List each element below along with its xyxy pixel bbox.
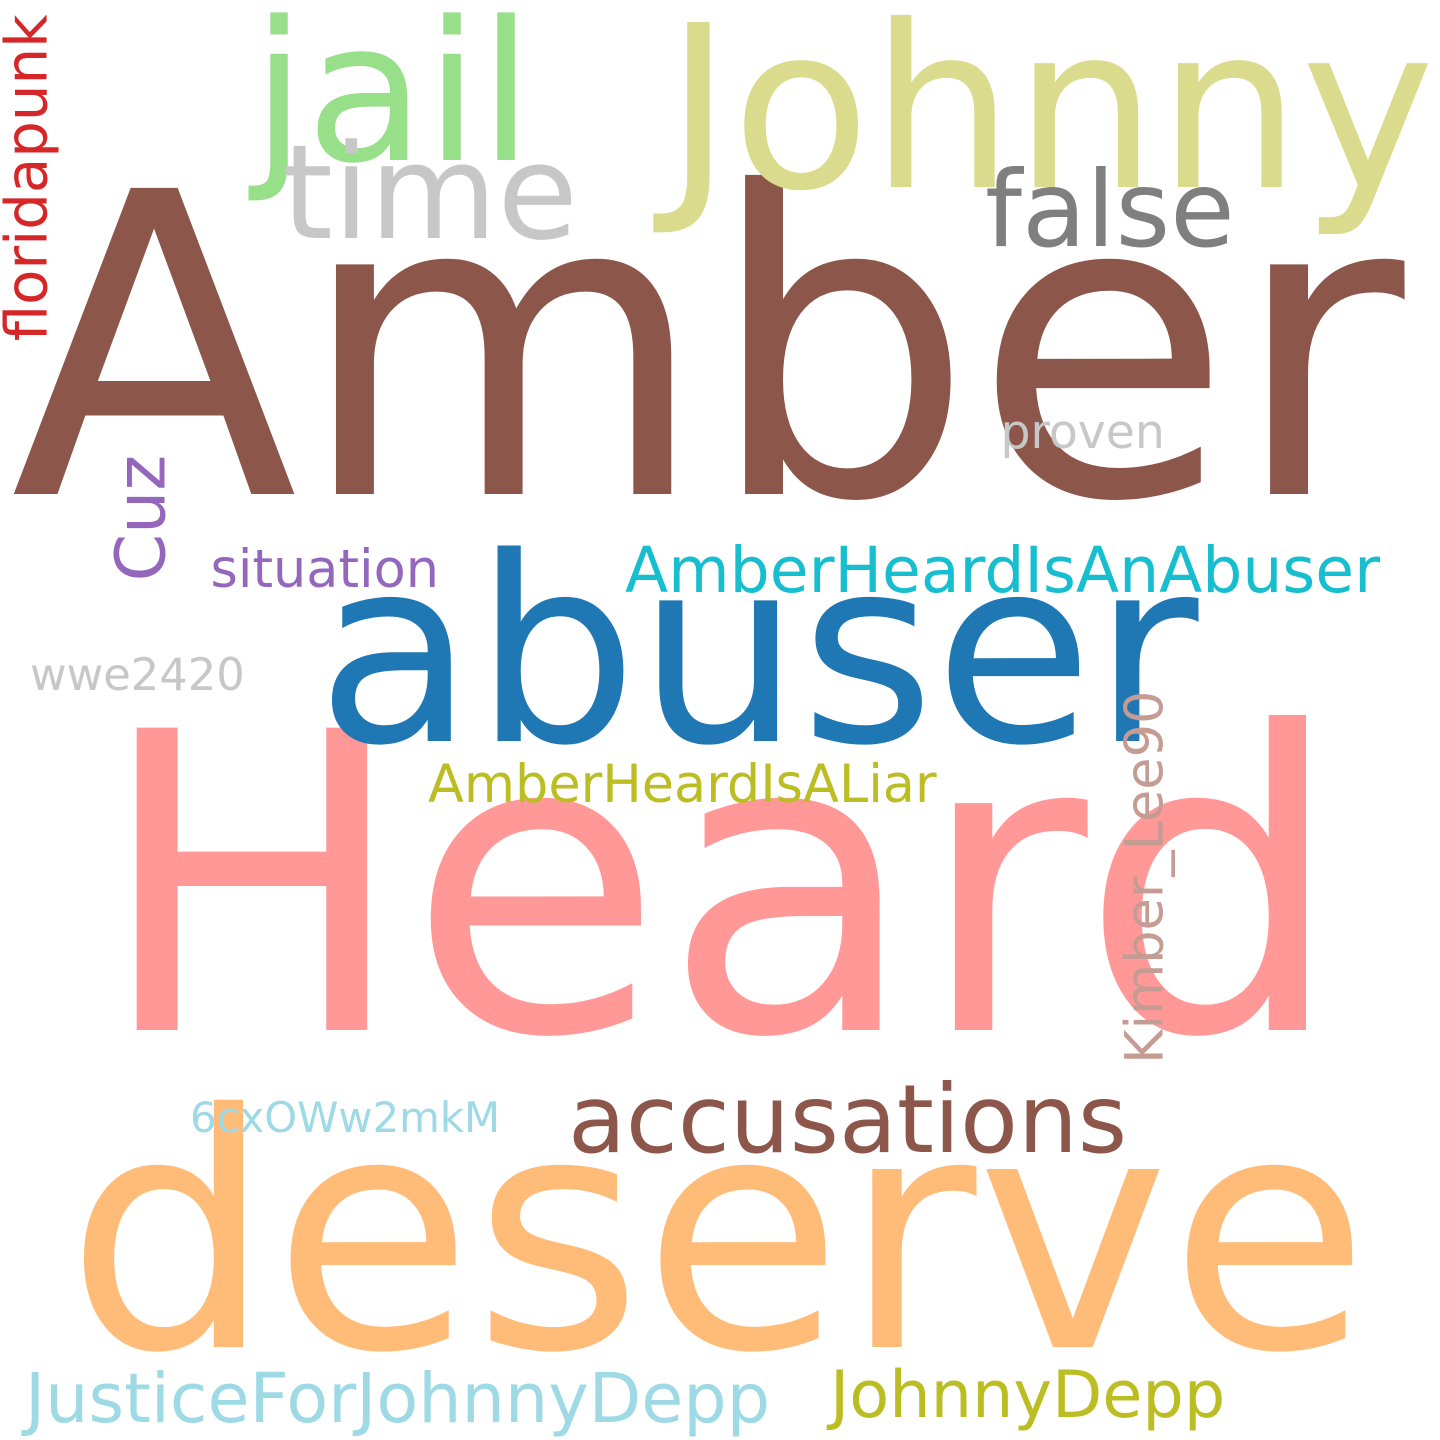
word-abuser: abuser [316, 502, 1199, 802]
word-amberheardisaliar: AmberHeardIsALiar [428, 753, 937, 815]
word-deserve: deserve [66, 1045, 1370, 1424]
word-false: false [985, 148, 1235, 271]
word-cuz: Cuz [102, 454, 182, 581]
word-situation: situation [210, 538, 440, 600]
word-floridapunk: floridapunk [0, 13, 61, 341]
word-time: time [281, 116, 579, 269]
word-justicefor-johnnydepp: JusticeForJohnnyDepp [25, 1360, 771, 1439]
word-wwe2420: wwe2420 [30, 647, 245, 701]
word-amberheardisanabuser: AmberHeardIsAnAbuser [625, 532, 1381, 607]
word-johnny: Johnny [665, 0, 1435, 241]
word-amber: Amber [10, 105, 1405, 594]
word-6cxoww2mkm: 6cxOWw2mkM [190, 1092, 501, 1142]
word-kimber-lee90: Kimber_Lee90 [1113, 690, 1175, 1064]
word-accusations: accusations [568, 1064, 1128, 1175]
word-proven: proven [1000, 405, 1165, 460]
word-johnnydepp: JohnnyDepp [830, 1356, 1226, 1433]
word-jail: jail [252, 0, 533, 206]
word-heard: Heard [96, 645, 1344, 1128]
